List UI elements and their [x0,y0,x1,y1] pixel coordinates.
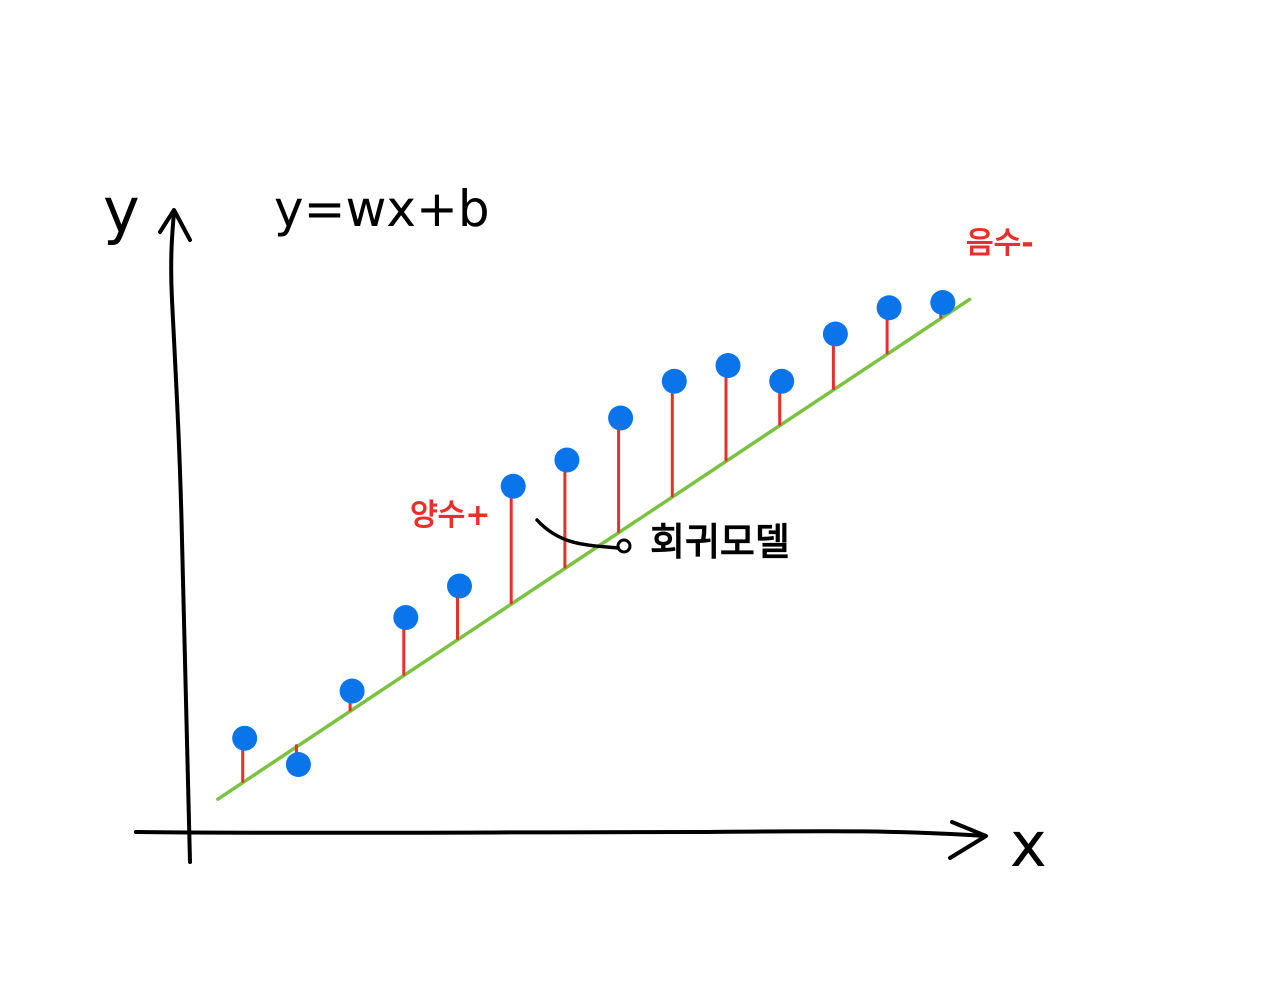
data-point [393,605,419,630]
y-axis-arrowhead [158,208,192,242]
data-points [232,290,956,777]
data-point [822,321,848,347]
data-point [608,405,634,431]
model-pointer-line [535,518,620,550]
x-axis-label: x [1010,808,1047,881]
data-point [715,353,741,378]
data-point [500,473,526,499]
data-point [232,725,258,751]
model-pointer-end [616,538,632,554]
equation-label: y=wx+b [274,180,490,238]
positive-residual-label: 양수+ [410,498,490,533]
residual-lines [241,301,943,783]
x-axis-line [134,829,987,838]
regression-model-label: 회귀모델 [650,520,790,564]
data-point [447,573,472,599]
y-axis-label: y [103,174,140,247]
x-axis-arrowhead [948,820,988,860]
y-axis-line [169,210,192,864]
data-point [930,290,956,315]
negative-residual-label: 음수- [966,226,1034,261]
data-point [769,368,795,394]
regression-line [216,297,972,801]
data-point [554,447,580,473]
data-point [285,752,311,777]
data-point [876,295,902,321]
data-point [339,678,365,704]
data-point [661,368,687,394]
